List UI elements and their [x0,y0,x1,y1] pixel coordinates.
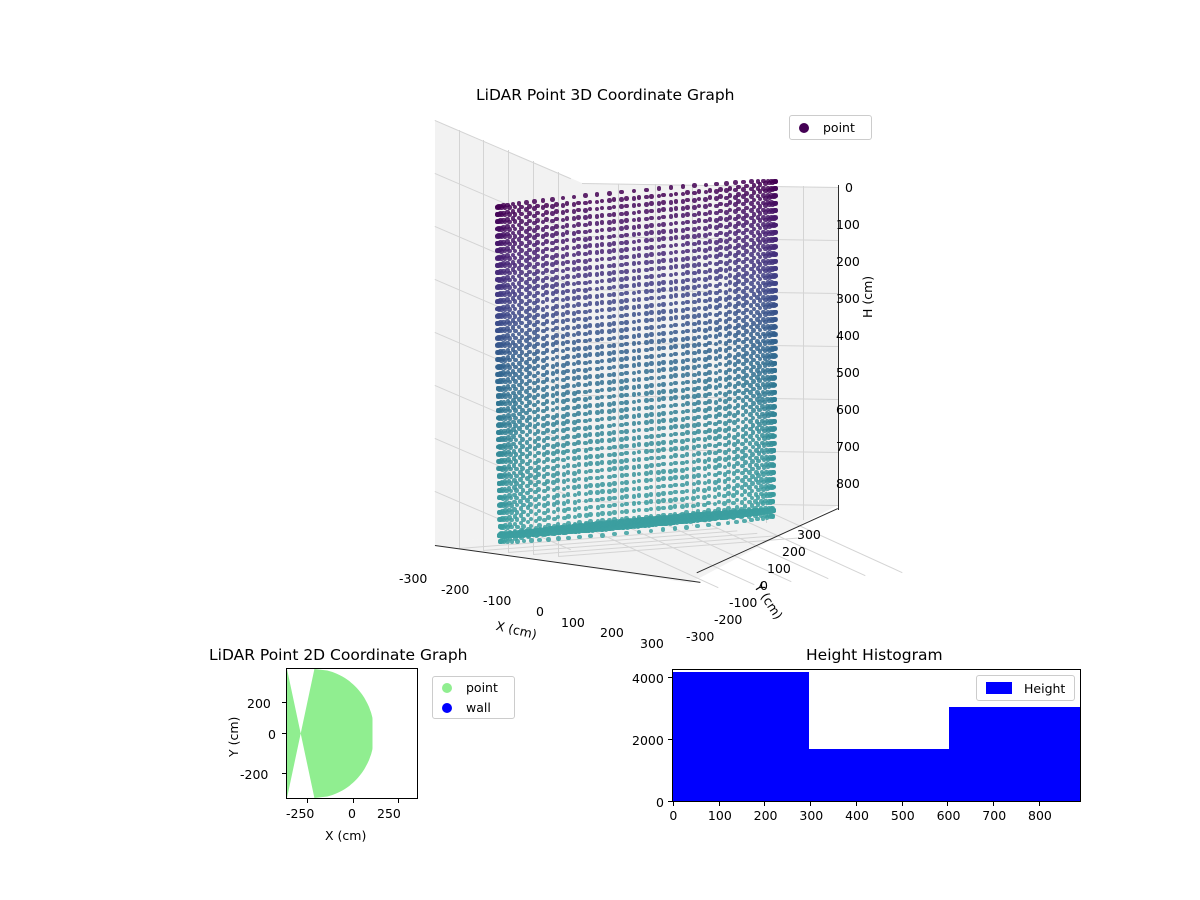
tick-label: 0 [536,604,544,619]
legend-label: point [466,680,498,695]
tick-label: 200 [600,625,624,640]
legend-label: point [823,120,855,135]
tick-label: 800 [1028,808,1052,823]
tick-label: -100 [483,593,512,608]
tick-label: 200 [782,544,806,559]
grid-line [533,161,534,554]
tick-label: 0 [348,806,356,821]
tick-label: -200 [714,612,743,627]
legend-label: wall [466,700,491,715]
scatter2d-title: LiDAR Point 2D Coordinate Graph [209,646,468,664]
tick-mark [1038,802,1040,806]
scatter2d-legend[interactable]: point wall [432,676,515,719]
tick-label: 600 [936,808,961,823]
tick-label: 300 [836,291,860,306]
tick-label: 500 [836,365,860,380]
tick-label: 0 [268,727,276,742]
tick-label: 100 [767,561,791,576]
tick-label: 700 [982,808,1007,823]
axis-label-h: H (cm) [860,275,875,318]
legend-entry-wall: wall [433,698,514,718]
point-marker-icon [442,682,452,693]
tick-mark [718,802,720,806]
tick-label: 300 [640,636,664,651]
legend-entry-height: Height [977,678,1074,698]
tick-label: 400 [845,808,869,823]
axis-line-h [838,185,840,510]
tick-label: 800 [836,476,860,491]
tick-label: -250 [286,806,315,821]
tick-label: 0 [656,795,664,810]
tick-mark [993,802,995,806]
tick-label: 300 [799,808,824,823]
histogram-bar [808,748,949,801]
tick-label: 250 [377,806,401,821]
grid-line [803,186,804,520]
tick-label: 100 [561,615,585,630]
tick-label: -300 [686,629,715,644]
grid-line [692,185,693,526]
tick-label: -200 [441,582,470,597]
tick-label: -300 [399,571,428,586]
tick-label: 0 [669,808,678,823]
legend-entry-point: point [433,678,514,698]
tick-label: 400 [836,328,860,343]
scatter3d-title: LiDAR Point 3D Coordinate Graph [476,86,735,104]
tick-label: 0 [760,578,768,593]
tick-mark [947,802,949,806]
tick-mark [764,802,766,806]
legend-label: Height [1024,680,1066,696]
tick-label: 2000 [632,733,664,748]
histogram-legend[interactable]: Height [976,675,1075,701]
tick-label: 200 [247,696,271,711]
legend-entry-point: point [790,118,871,138]
tick-label: 0 [845,180,853,195]
tick-label: 200 [753,808,778,823]
height-patch-icon [986,682,1012,694]
grid-line [655,184,656,527]
scatter3d-axes [330,105,903,645]
histogram-bar [673,672,809,801]
scatter3d-legend[interactable]: point [789,115,872,140]
tick-label: 4000 [632,671,664,686]
axis-label-y: Y (cm) [226,716,241,757]
tick-label: -100 [729,595,758,610]
tick-mark [855,802,857,806]
tick-label: 100 [707,808,732,823]
tick-label: 600 [836,402,860,417]
tick-label: -200 [240,767,269,782]
histogram-bars [673,670,1080,801]
grid-line [618,184,619,527]
tick-label: 100 [836,217,860,232]
tick-mark [673,802,674,806]
point-marker-icon [799,122,809,133]
histogram-bar [948,706,1080,801]
tick-label: 500 [890,808,915,823]
tick-label: 200 [836,254,860,269]
tick-label: 700 [836,439,860,454]
scatter2d-point-region [287,669,417,798]
scatter2d-point-blob [287,669,373,798]
tick-mark [901,802,903,806]
tick-mark [810,802,812,806]
scatter3d-point-cloud [330,105,890,645]
scatter2d-axes [286,668,418,799]
axis-label-x: X (cm) [325,828,367,843]
grid-line [483,140,484,550]
wall-marker-icon [442,702,452,713]
tick-label: 300 [797,527,821,542]
grid-line [459,130,460,548]
histogram-title: Height Histogram [806,646,943,664]
